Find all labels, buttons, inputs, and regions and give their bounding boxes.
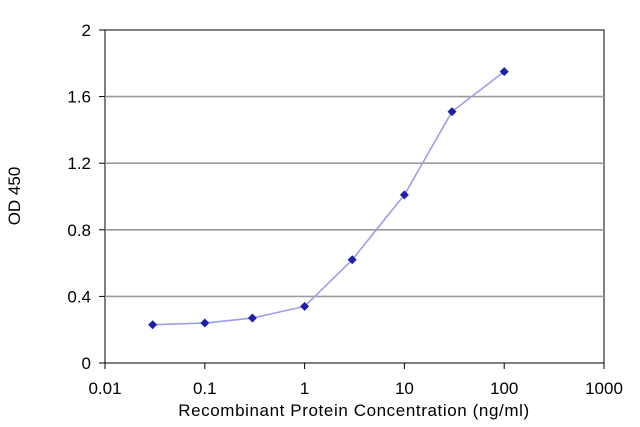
y-tick-label: 0.4 xyxy=(67,287,91,306)
data-point xyxy=(447,107,457,117)
series-line xyxy=(152,70,505,326)
data-point xyxy=(148,320,158,330)
x-tick-label: 100 xyxy=(490,379,518,398)
data-point xyxy=(200,318,210,328)
data-point xyxy=(499,67,509,77)
series-layer xyxy=(148,67,509,330)
x-axis-label: Recombinant Protein Concentration (ng/ml… xyxy=(178,401,530,420)
x-axis-ticks: 0.01 0.1 1 10 100 1000 xyxy=(88,363,623,398)
y-tick-label: 2 xyxy=(82,21,91,40)
x-tick-label: 1000 xyxy=(585,379,623,398)
x-tick-label: 1 xyxy=(300,379,309,398)
data-point xyxy=(399,190,409,200)
y-tick-label: 1.2 xyxy=(67,154,91,173)
data-point xyxy=(247,313,257,323)
plot-area xyxy=(104,29,605,364)
gridlines xyxy=(105,95,604,298)
x-tick-label: 10 xyxy=(395,379,414,398)
y-axis-label: OD 450 xyxy=(5,167,24,226)
y-tick-label: 0 xyxy=(82,354,91,373)
y-tick-label: 1.6 xyxy=(67,88,91,107)
x-tick-label: 0.1 xyxy=(193,379,217,398)
x-tick-label: 0.01 xyxy=(88,379,121,398)
y-axis-ticks: 0 0.4 0.8 1.2 1.6 2 xyxy=(67,21,105,373)
y-tick-label: 0.8 xyxy=(67,221,91,240)
data-point xyxy=(300,301,310,311)
data-point xyxy=(347,255,357,265)
